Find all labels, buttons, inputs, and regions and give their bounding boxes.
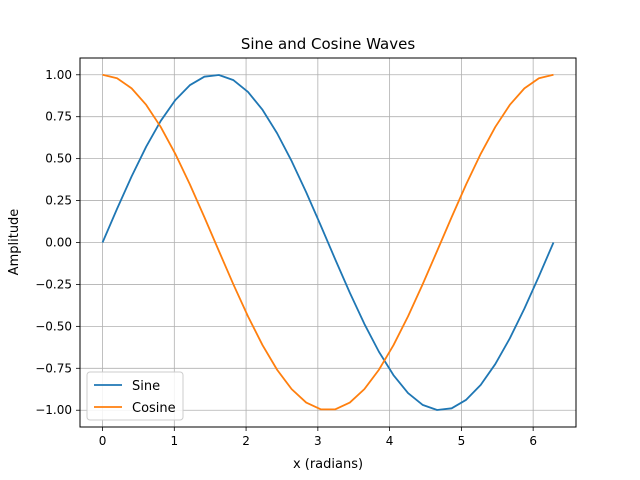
series-line-cosine: [102, 73, 554, 411]
legend-box: [86, 371, 184, 421]
x-tick-label: 0: [99, 434, 107, 448]
x-tick-label: 4: [386, 434, 394, 448]
legend-label: Cosine: [132, 401, 176, 416]
legend: Sine Cosine: [86, 371, 184, 421]
x-tick-label: 2: [242, 434, 250, 448]
y-tick-label: 0.50: [45, 152, 72, 166]
x-tick-label: 6: [529, 434, 537, 448]
series-line-sine: [101, 74, 555, 411]
x-tick-label: 3: [314, 434, 322, 448]
x-axis-ticks: 0 1 2 3 4 5 6: [99, 427, 537, 448]
y-tick-label: 0.00: [45, 236, 72, 250]
y-tick-label: 0.25: [45, 194, 72, 208]
y-tick-label: −1.00: [35, 403, 72, 417]
grid: [80, 58, 576, 427]
y-axis-label: Amplitude: [7, 209, 22, 276]
y-tick-label: −0.50: [35, 319, 72, 333]
series-lines: [101, 73, 555, 411]
x-tick-label: 5: [458, 434, 466, 448]
y-tick-label: −0.25: [35, 277, 72, 291]
chart-title: Sine and Cosine Waves: [241, 35, 415, 53]
x-tick-label: 1: [170, 434, 178, 448]
y-tick-label: 0.75: [45, 110, 72, 124]
y-tick-label: −0.75: [35, 361, 72, 375]
legend-label: Sine: [132, 379, 160, 394]
y-tick-label: 1.00: [45, 68, 72, 82]
x-axis-label: x (radians): [293, 457, 363, 472]
y-axis-ticks: −1.00 −0.75 −0.50 −0.25 0.00 0.25 0.50 0.75 1.00: [35, 68, 80, 417]
